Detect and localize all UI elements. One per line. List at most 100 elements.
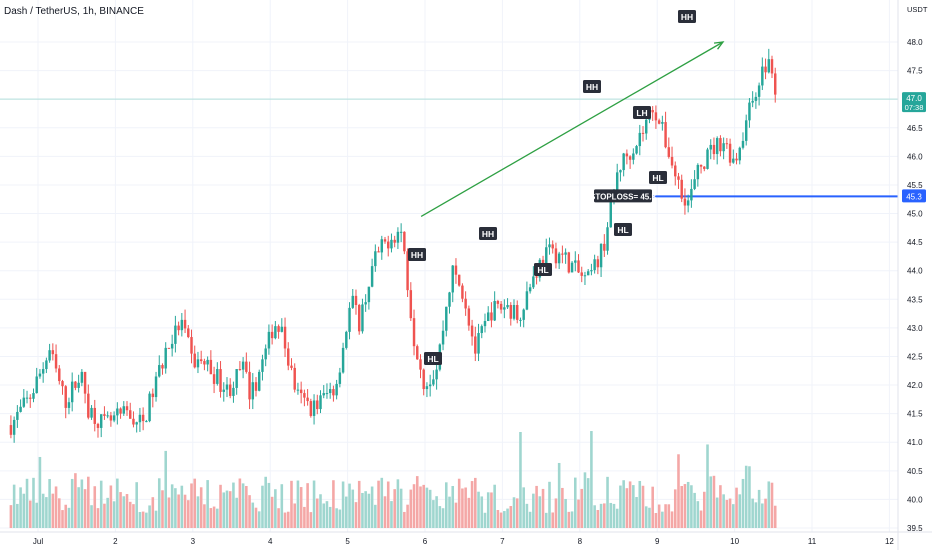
candle-body [461,285,464,299]
stop-loss-label: STOPLOSS= 45.3 [590,192,656,201]
time-tick-label: Jul [33,537,43,546]
volume-bar [283,512,287,528]
candle-body [512,305,516,319]
price-tick-label: 43.5 [907,295,923,304]
candle-body [751,100,754,103]
volume-bar [374,504,377,528]
volume-bar [709,476,713,528]
volume-bar [151,497,155,528]
volume-bar [648,507,651,528]
price-tick-label: 45.5 [907,181,923,190]
candle-body [603,243,606,251]
volume-bar [167,497,171,528]
volume-bar [296,480,300,528]
volume-bar [490,492,493,528]
candle-body [738,147,741,161]
volume-bar [270,496,274,528]
candle-body [590,270,593,272]
candle-body [764,66,767,73]
candle-body [212,374,216,384]
candle-body [199,359,203,362]
candle-body [254,382,258,391]
volume-bar [148,505,151,528]
candle-body [241,361,245,370]
volume-bar [354,502,358,528]
candle-body [190,337,193,354]
volume-bar [422,484,425,528]
candle-body [228,384,232,396]
swing-label-box [649,171,667,184]
volume-bar [99,480,103,528]
volume-bar [503,511,506,528]
volume-bar [474,477,477,528]
swing-label-hl: HL [652,173,663,183]
volume-bar [61,510,64,528]
price-tick-label: 44.5 [907,238,923,247]
volume-bar [177,494,180,528]
candle-body [74,381,77,388]
candle-body [245,361,248,372]
swing-label-box [534,263,552,276]
volume-bar [496,510,500,528]
volume-bar [680,486,684,528]
volume-bar [670,511,674,528]
candle-body [503,307,506,310]
candle-body [109,415,113,421]
candle-body [567,252,571,273]
volume-bar [551,512,554,528]
volume-bar [125,494,129,528]
candle-body [29,397,32,399]
price-tick-label: 43.0 [907,324,923,333]
candle-body [719,138,722,152]
volume-bar [654,513,658,528]
candle-body [548,244,551,248]
price-axis-bg [898,0,932,550]
candle-body [232,387,235,396]
volume-bar [741,478,745,528]
candle-body [525,291,529,310]
volume-bar [251,502,255,528]
volume-bar [625,488,629,528]
candle-body [545,247,548,265]
volume-bar [170,484,174,528]
volume-bar [306,483,309,528]
candle-body [129,410,132,419]
candle-body [174,325,177,344]
candle-body [422,369,425,390]
volume-bar [567,511,571,528]
candle-body [54,354,58,369]
candle-body [661,122,664,124]
volume-bar [528,511,532,528]
candle-body [557,253,561,264]
candle-body [757,85,761,97]
chart-title: Dash / TetherUS, 1h, BINANCE [4,6,144,17]
candle-body [48,350,51,361]
volume-bar [228,491,232,528]
candle-body [309,401,313,416]
volume-bar [361,492,364,528]
candle-body [154,376,158,398]
swing-label-hh: HH [586,82,598,92]
volume-bar [677,454,680,528]
volume-bar [732,504,735,528]
volume-bar [87,476,90,528]
swing-label-hl: HL [617,225,628,235]
volume-bar [728,498,732,528]
candle-body [774,73,777,95]
volume-bar [386,481,390,528]
candle-body [80,371,84,383]
candle-body [70,381,74,403]
volume-bar [664,504,667,528]
volume-bar [164,450,167,528]
candle-body [345,331,348,348]
volume-bar [544,512,548,528]
swing-label-box [424,352,442,365]
volume-bar [480,496,484,528]
candle-body [209,359,213,375]
candle-body [99,414,103,428]
candle-body [396,231,400,243]
candle-body [574,260,577,263]
volume-bar [209,508,213,528]
